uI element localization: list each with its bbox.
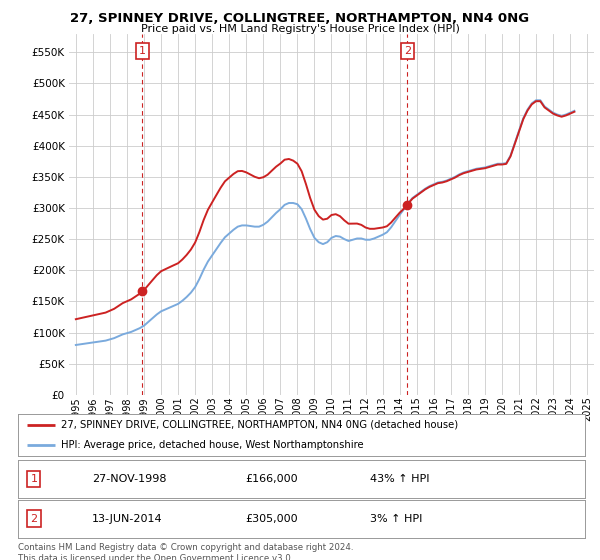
Text: 2: 2 xyxy=(31,514,37,524)
Text: Contains HM Land Registry data © Crown copyright and database right 2024.
This d: Contains HM Land Registry data © Crown c… xyxy=(18,543,353,560)
Text: 13-JUN-2014: 13-JUN-2014 xyxy=(92,514,163,524)
Text: 2: 2 xyxy=(404,46,411,56)
Text: 3% ↑ HPI: 3% ↑ HPI xyxy=(370,514,422,524)
Text: 27-NOV-1998: 27-NOV-1998 xyxy=(92,474,166,484)
Text: 43% ↑ HPI: 43% ↑ HPI xyxy=(370,474,429,484)
Text: £166,000: £166,000 xyxy=(245,474,298,484)
Text: 1: 1 xyxy=(139,46,146,56)
Text: Price paid vs. HM Land Registry's House Price Index (HPI): Price paid vs. HM Land Registry's House … xyxy=(140,24,460,34)
Text: 27, SPINNEY DRIVE, COLLINGTREE, NORTHAMPTON, NN4 0NG: 27, SPINNEY DRIVE, COLLINGTREE, NORTHAMP… xyxy=(70,12,530,25)
Text: £305,000: £305,000 xyxy=(245,514,298,524)
Text: 1: 1 xyxy=(31,474,37,484)
Text: HPI: Average price, detached house, West Northamptonshire: HPI: Average price, detached house, West… xyxy=(61,440,363,450)
Text: 27, SPINNEY DRIVE, COLLINGTREE, NORTHAMPTON, NN4 0NG (detached house): 27, SPINNEY DRIVE, COLLINGTREE, NORTHAMP… xyxy=(61,420,458,430)
